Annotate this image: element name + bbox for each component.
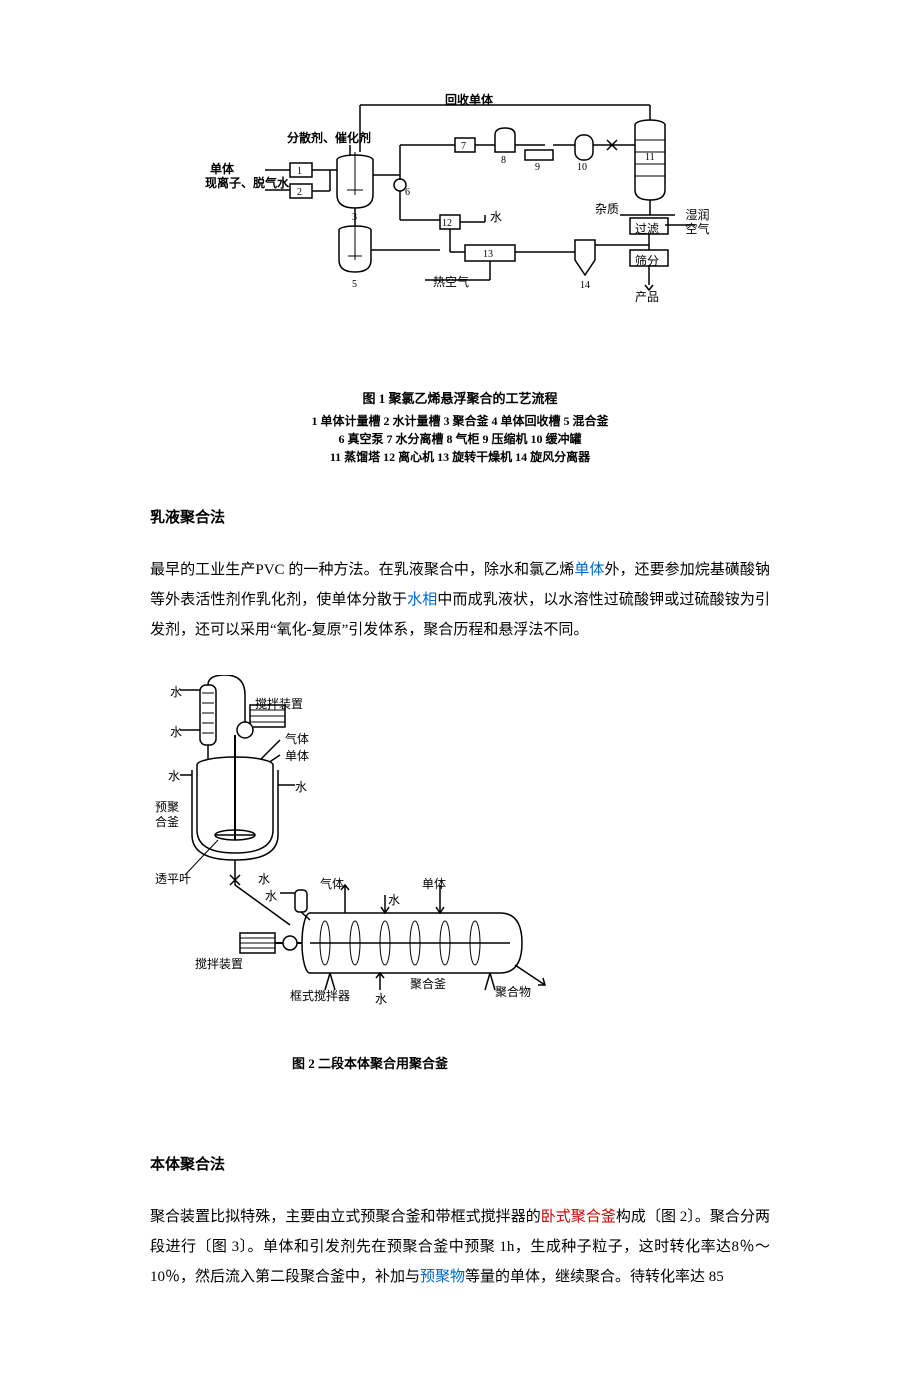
fig2-water-4: 水 [295, 778, 307, 795]
fig2-water-8: 水 [375, 990, 387, 1007]
figure-1-legend-line-1: 1 单体计量槽 2 水计量槽 3 聚合釜 4 单体回收槽 5 混合釜 [150, 412, 770, 430]
fig1-wetair-label: 湿润空气 [680, 208, 715, 237]
svg-text:14: 14 [580, 280, 590, 291]
fig2-water-1: 水 [170, 683, 182, 700]
fig2-monomer-1: 单体 [285, 747, 309, 764]
fig2-water-5: 水 [258, 870, 270, 887]
fig2-stirrer-2: 搅拌装置 [195, 955, 243, 972]
figure-1-diagram: 1 2 3 5 [205, 90, 715, 390]
svg-text:6: 6 [405, 187, 410, 198]
fig2-water-7: 水 [265, 887, 277, 904]
link-prepolymer[interactable]: 预聚物 [420, 1269, 465, 1285]
figure-1-caption: 图 1 聚氯乙烯悬浮聚合的工艺流程 [150, 390, 770, 408]
link-monomer[interactable]: 单体 [574, 562, 604, 578]
fig2-prepoly-label: 预聚合釜 [155, 800, 179, 829]
fig1-top-label: 回收单体 [445, 91, 493, 108]
figure-2-caption: 图 2 二段本体聚合用聚合釜 [150, 1055, 590, 1073]
fig1-dispersant-label: 分散剂、催化剂 [287, 129, 371, 146]
fig2-monomer-2: 单体 [422, 875, 446, 892]
fig2-stirrer-1: 搅拌装置 [255, 695, 303, 712]
fig1-monomer-label: 单体 [210, 160, 234, 177]
figure-1: 1 2 3 5 [150, 90, 770, 466]
svg-text:13: 13 [483, 249, 493, 260]
fig1-filter-label: 过滤 [635, 220, 659, 237]
svg-text:8: 8 [501, 155, 506, 166]
figure-2-diagram: 水 水 搅拌装置 气体 单体 水 水 预聚合釜 透平叶 水 气体 水 单体 水 … [150, 675, 590, 1045]
fig1-sieve-label: 筛分 [635, 252, 659, 269]
fig2-turbine-label: 透平叶 [155, 870, 191, 887]
svg-text:11: 11 [645, 152, 655, 163]
fig2-frame-stirrer: 框式搅拌器 [290, 987, 350, 1004]
fig2-polymer: 聚合物 [495, 983, 531, 1000]
p2-text-3: 等量的单体，继续聚合。待转化率达 85 [465, 1269, 724, 1285]
figure-1-legend-line-2: 6 真空泵 7 水分离槽 8 气柜 9 压缩机 10 缓冲罐 [150, 430, 770, 448]
fig1-water-mid: 水 [490, 208, 502, 225]
fig2-water-6: 水 [388, 891, 400, 908]
svg-text:1: 1 [297, 166, 302, 177]
link-water-phase[interactable]: 水相 [407, 592, 437, 608]
section-2-heading: 本体聚合法 [150, 1153, 770, 1174]
svg-text:9: 9 [535, 162, 540, 173]
figure-2: 水 水 搅拌装置 气体 单体 水 水 预聚合釜 透平叶 水 气体 水 单体 水 … [150, 675, 770, 1073]
figure-1-legend-line-3: 11 蒸馏塔 12 离心机 13 旋转干燥机 14 旋风分离器 [150, 448, 770, 466]
link-horizontal-reactor[interactable]: 卧式聚合釜 [541, 1209, 616, 1225]
svg-text:10: 10 [577, 162, 587, 173]
p2-text-1: 聚合装置比拟特殊，主要由立式预聚合釜和带框式搅拌器的 [150, 1209, 541, 1225]
section-2-paragraph: 聚合装置比拟特殊，主要由立式预聚合釜和带框式搅拌器的卧式聚合釜构成〔图 2〕。聚… [150, 1202, 770, 1292]
fig2-water-3: 水 [168, 767, 180, 784]
section-1-paragraph: 最早的工业生产PVC 的一种方法。在乳液聚合中，除水和氯乙烯单体外，还要参加烷基… [150, 555, 770, 645]
fig2-gas-2: 气体 [320, 875, 344, 892]
fig2-poly-reactor: 聚合釜 [410, 975, 446, 992]
svg-text:12: 12 [442, 218, 452, 229]
p1-text-1: 最早的工业生产PVC 的一种方法。在乳液聚合中，除水和氯乙烯 [150, 562, 574, 578]
fig1-impurity-label: 杂质 [595, 200, 619, 217]
fig2-gas-1: 气体 [285, 730, 309, 747]
svg-text:7: 7 [461, 141, 466, 152]
svg-text:2: 2 [297, 187, 302, 198]
svg-text:5: 5 [352, 279, 357, 290]
fig2-water-2: 水 [170, 723, 182, 740]
fig1-product-label: 产品 [635, 288, 659, 305]
fig1-hotair-label: 热空气 [433, 273, 469, 290]
figure-1-legend: 1 单体计量槽 2 水计量槽 3 聚合釜 4 单体回收槽 5 混合釜 6 真空泵… [150, 412, 770, 466]
section-1-heading: 乳液聚合法 [150, 506, 770, 527]
fig1-water-label: 现离子、脱气水 [205, 176, 289, 190]
